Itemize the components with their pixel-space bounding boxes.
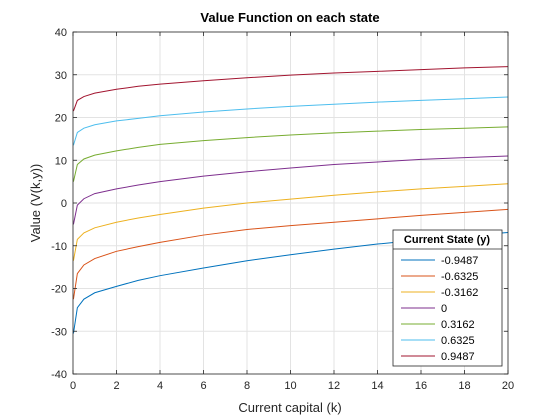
legend-title: Current State (y) [404, 234, 491, 246]
series-line [72, 96, 509, 146]
x-tick-label: 16 [415, 380, 427, 392]
y-tick-label: -20 [51, 284, 67, 296]
legend-entry: 0.6325 [441, 335, 475, 347]
legend-entry: 0.9487 [441, 351, 475, 363]
legend: Current State (y) -0.9487 -0.6325 -0.3162 0… [392, 229, 503, 367]
y-tick-label: 30 [55, 70, 67, 82]
x-tick-label: 10 [284, 380, 296, 392]
x-axis-label: Current capital (k) [238, 400, 341, 415]
series-line [72, 183, 509, 261]
series-line [72, 126, 509, 182]
x-tick-label: 0 [70, 380, 76, 392]
series-line [72, 155, 509, 225]
axis-ticks: 0 2 4 6 8 10 12 14 16 18 20 -40 -30 -20 -10 0 10 20 30 40 [51, 27, 514, 392]
y-tick-label: 0 [61, 198, 67, 210]
y-axis-label: Value (V(k,y)) [28, 164, 43, 243]
y-tick-label: 10 [55, 155, 67, 167]
x-tick-label: 20 [502, 380, 514, 392]
series-line [72, 208, 509, 300]
legend-entry: -0.6325 [441, 271, 478, 283]
x-tick-label: 18 [458, 380, 470, 392]
legend-box [392, 229, 503, 367]
y-tick-label: -40 [51, 369, 67, 381]
series-lines [72, 66, 509, 334]
y-tick-label: -10 [51, 241, 67, 253]
x-tick-label: 6 [200, 380, 206, 392]
x-tick-label: 12 [328, 380, 340, 392]
legend-entry: 0 [441, 303, 447, 315]
y-tick-label: 20 [55, 113, 67, 125]
chart-title: Value Function on each state [200, 10, 379, 25]
legend-entry: -0.9487 [441, 255, 478, 267]
y-tick-label: -30 [51, 326, 67, 338]
y-tick-label: 40 [55, 27, 67, 39]
x-tick-label: 8 [244, 380, 250, 392]
legend-entry: -0.3162 [441, 287, 478, 299]
series-line [72, 66, 509, 112]
x-tick-label: 2 [113, 380, 119, 392]
x-tick-label: 14 [371, 380, 383, 392]
legend-entry: 0.3162 [441, 319, 475, 331]
x-tick-label: 4 [157, 380, 163, 392]
